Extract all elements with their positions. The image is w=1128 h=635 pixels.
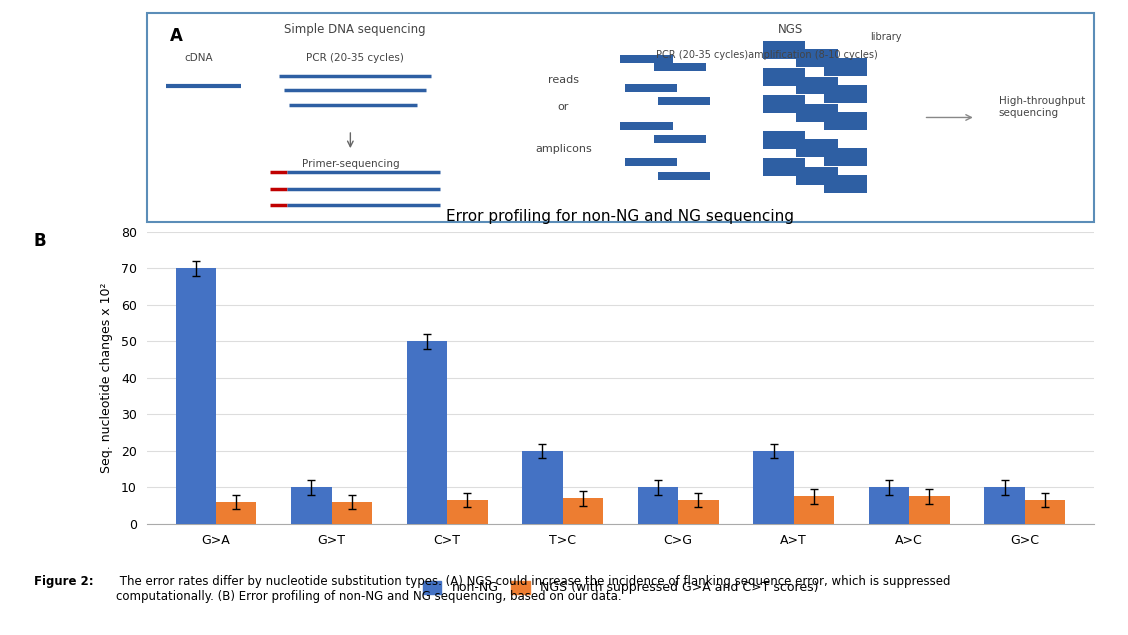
Bar — [659, 97, 711, 105]
Bar — [763, 68, 805, 86]
Bar — [825, 58, 866, 76]
Bar — [825, 148, 866, 166]
Bar — [763, 158, 805, 176]
Y-axis label: Seq. nucleotide changes x 10²: Seq. nucleotide changes x 10² — [99, 283, 113, 473]
Bar — [406, 342, 447, 524]
Bar — [795, 167, 838, 185]
Bar — [215, 502, 256, 524]
Bar — [659, 172, 711, 180]
Text: cDNA: cDNA — [185, 53, 213, 63]
Text: PCR (20-35 cycles): PCR (20-35 cycles) — [306, 53, 404, 63]
Bar — [763, 41, 805, 59]
Bar — [1025, 500, 1065, 524]
Bar — [869, 488, 909, 524]
Text: library: library — [870, 32, 901, 41]
Text: Figure 2:: Figure 2: — [34, 575, 94, 587]
Bar — [176, 268, 215, 524]
Bar — [678, 500, 719, 524]
Bar — [795, 140, 838, 157]
Text: reads: reads — [548, 75, 579, 84]
Bar — [563, 498, 603, 524]
Text: Simple DNA sequencing: Simple DNA sequencing — [284, 23, 426, 36]
Text: High-throughput
sequencing: High-throughput sequencing — [999, 96, 1085, 118]
Bar — [332, 502, 372, 524]
Bar — [909, 497, 950, 524]
Bar — [985, 488, 1025, 524]
Bar — [795, 104, 838, 122]
Bar — [620, 122, 672, 130]
Text: or: or — [558, 102, 570, 112]
Bar — [825, 112, 866, 130]
Bar — [620, 55, 672, 63]
Legend: non-NG, NGS (with suppressed G>A and C>T scores): non-NG, NGS (with suppressed G>A and C>T… — [417, 576, 823, 599]
Bar — [447, 500, 487, 524]
Bar — [625, 157, 677, 166]
Text: The error rates differ by nucleotide substitution types. (A) NGS could increase : The error rates differ by nucleotide sub… — [116, 575, 951, 603]
Bar — [763, 95, 805, 113]
Bar — [795, 77, 838, 95]
Bar — [795, 50, 838, 67]
Bar — [522, 451, 563, 524]
Bar — [825, 85, 866, 103]
Text: A: A — [170, 27, 183, 45]
Bar — [625, 84, 677, 92]
Bar — [763, 131, 805, 149]
Bar — [653, 64, 706, 71]
Bar — [825, 175, 866, 193]
Bar — [291, 488, 332, 524]
Text: amplicons: amplicons — [535, 144, 592, 154]
Text: B: B — [34, 232, 46, 250]
Text: PCR (20-35 cycles)amplification (8-10 cycles): PCR (20-35 cycles)amplification (8-10 cy… — [656, 50, 878, 60]
Text: Primer-sequencing: Primer-sequencing — [301, 159, 399, 170]
Title: Error profiling for non-NG and NG sequencing: Error profiling for non-NG and NG sequen… — [447, 209, 794, 224]
Bar — [653, 135, 706, 143]
Bar — [794, 497, 835, 524]
Text: NGS: NGS — [778, 23, 803, 36]
Bar — [754, 451, 794, 524]
Bar — [637, 488, 678, 524]
